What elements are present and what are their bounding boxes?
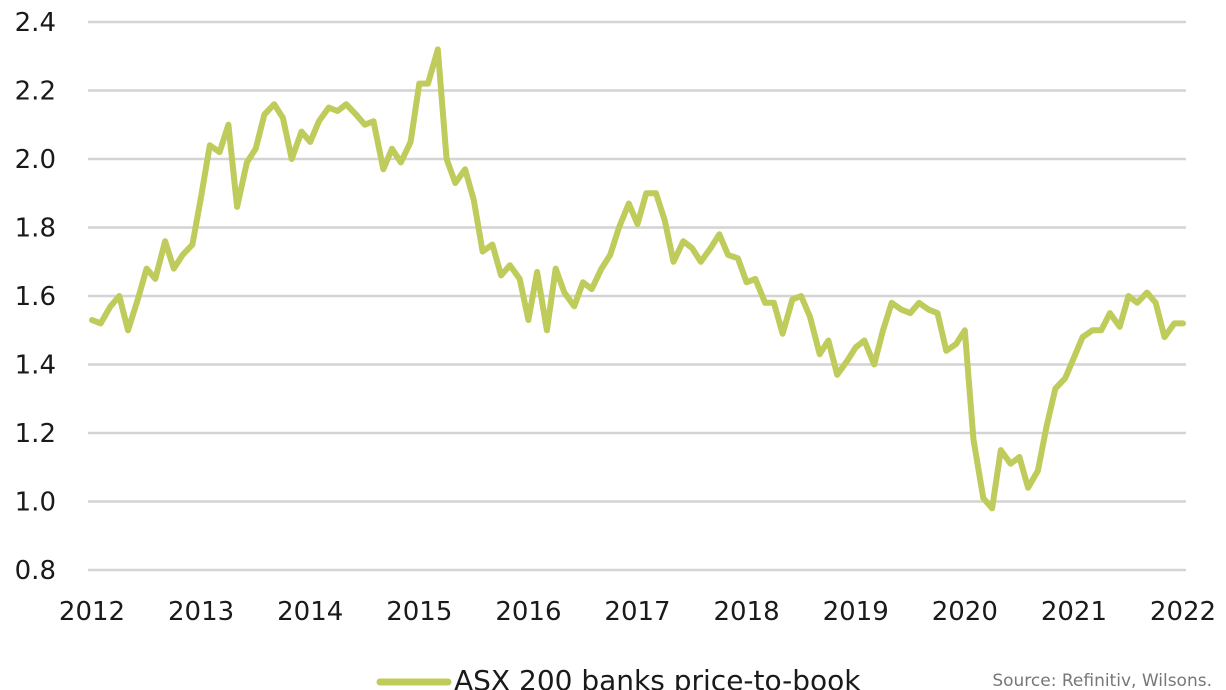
x-axis-tick-labels: 2012 2013 2014 2015 2016 2017 2018 2019 2020 2021… [59,597,1216,627]
x-tick-label: 2018 [714,597,780,627]
x-tick-label: 2013 [168,597,234,627]
x-tick-label: 2020 [932,597,998,627]
series-group [89,46,1186,512]
x-tick-label: 2021 [1041,597,1107,627]
y-tick-label: 2.2 [15,77,56,107]
y-tick-label: 2.0 [15,145,56,175]
y-axis-tick-labels: 0.8 1.0 1.2 1.4 1.6 1.8 2.0 2.2 2.4 [15,8,56,586]
source-note: Source: Refinitiv, Wilsons. [992,671,1212,690]
gridlines [88,20,1186,572]
y-tick-label: 1.6 [15,282,56,312]
x-tick-label: 2012 [59,597,125,627]
legend-label: ASX 200 banks price-to-book [454,664,861,690]
x-tick-label: 2022 [1150,597,1216,627]
y-tick-label: 1.2 [15,419,56,449]
x-tick-label: 2015 [386,597,452,627]
legend: ASX 200 banks price-to-book [376,664,861,690]
x-tick-label: 2014 [277,597,343,627]
x-tick-label: 2019 [823,597,889,627]
y-tick-label: 0.8 [15,556,56,586]
series-line-0 [89,46,1186,512]
x-tick-label: 2016 [495,597,561,627]
y-tick-label: 2.4 [15,8,56,38]
y-tick-label: 1.8 [15,214,56,244]
y-tick-label: 1.4 [15,351,56,381]
x-tick-label: 2017 [604,597,670,627]
y-tick-label: 1.0 [15,488,56,518]
